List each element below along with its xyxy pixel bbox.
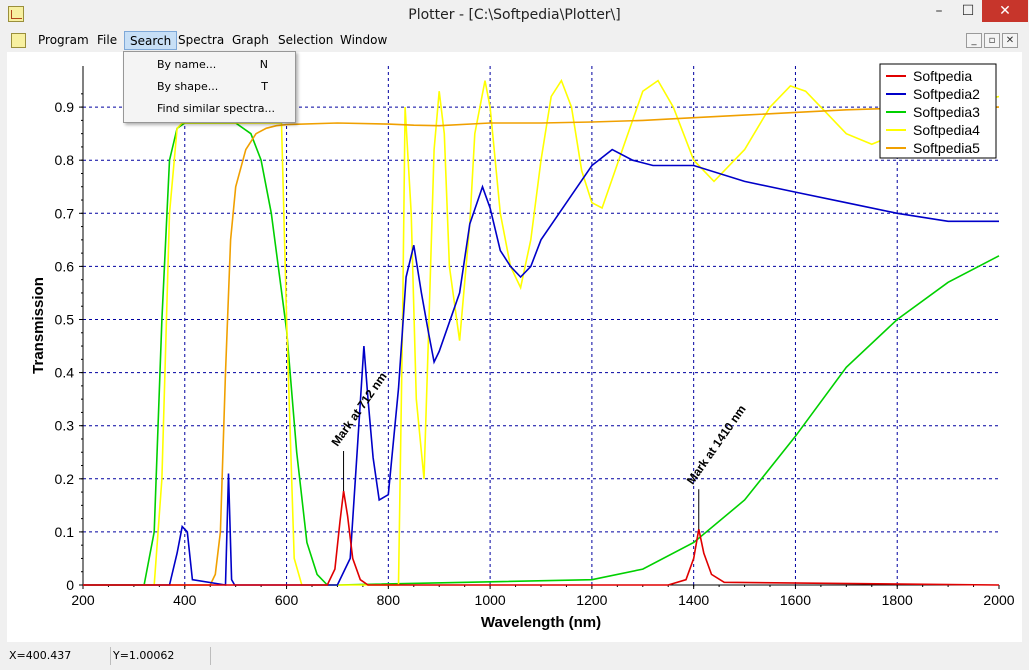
series-line-softpedia2 bbox=[83, 148, 999, 586]
x-axis-label: Wavelength (nm) bbox=[481, 614, 601, 631]
x-tick-label: 1600 bbox=[780, 592, 811, 608]
y-axis-label: Transmission bbox=[30, 277, 47, 374]
y-tick-label: 0.5 bbox=[55, 312, 75, 328]
x-tick-label: 1200 bbox=[576, 592, 607, 608]
legend-entry: Softpedia4 bbox=[913, 122, 980, 138]
menu-selection[interactable]: Selection bbox=[278, 33, 334, 47]
x-tick-label: 200 bbox=[71, 592, 95, 608]
x-tick-label: 600 bbox=[275, 592, 299, 608]
by-shape-label: By shape... bbox=[157, 80, 219, 93]
minimize-button[interactable]: – bbox=[935, 3, 943, 19]
series-line-softpedia4 bbox=[83, 78, 1000, 586]
title-bar: Plotter - [C:\Softpedia\Plotter\] – ☐ ✕ bbox=[0, 0, 1029, 30]
close-button[interactable]: ✕ bbox=[982, 0, 1028, 22]
x-tick-label: 1400 bbox=[678, 592, 709, 608]
status-y: Y=1.00062 bbox=[110, 647, 174, 665]
y-tick-label: 0.6 bbox=[55, 258, 75, 274]
x-tick-label: 2000 bbox=[983, 592, 1014, 608]
window-title: Plotter - [C:\Softpedia\Plotter\] bbox=[408, 7, 621, 23]
plotter-app-icon[interactable] bbox=[8, 6, 24, 22]
document-icon[interactable] bbox=[11, 33, 26, 48]
status-x: X=400.437 bbox=[9, 649, 72, 662]
menu-item-find-similar[interactable]: Find similar spectra... bbox=[157, 99, 292, 119]
menu-search[interactable]: Search bbox=[124, 31, 178, 50]
menu-item-by-name[interactable]: By name... N bbox=[157, 55, 292, 75]
legend-entry: Softpedia5 bbox=[913, 140, 980, 156]
y-tick-label: 0.4 bbox=[55, 365, 75, 381]
y-tick-label: 0.8 bbox=[55, 152, 75, 168]
series-line-softpedia5 bbox=[83, 106, 999, 586]
menu-graph[interactable]: Graph bbox=[232, 33, 269, 47]
x-tick-label: 800 bbox=[377, 592, 401, 608]
mdi-close-button[interactable]: ✕ bbox=[1002, 33, 1018, 48]
menu-program[interactable]: Program bbox=[38, 33, 89, 47]
by-name-label: By name... bbox=[157, 58, 217, 71]
menu-window[interactable]: Window bbox=[340, 33, 388, 47]
menu-item-by-shape[interactable]: By shape... T bbox=[157, 77, 292, 97]
plot-panel[interactable]: 200 400 600 800 1000 1200 1400 1600 1800 2000 0 0.1… bbox=[7, 52, 1022, 642]
legend-entry: Softpedia3 bbox=[913, 104, 980, 120]
status-empty bbox=[210, 647, 1023, 665]
series-line-softpedia bbox=[83, 490, 1000, 586]
mdi-minimize-button[interactable]: _ bbox=[966, 33, 982, 48]
menu-spectra[interactable]: Spectra bbox=[178, 33, 225, 47]
y-tick-label: 0.7 bbox=[55, 205, 75, 221]
y-tick-label: 0.1 bbox=[55, 524, 75, 540]
menu-bar: Program File Search Spectra Graph Select… bbox=[7, 31, 1022, 51]
y-tick-label: 0.9 bbox=[55, 99, 75, 115]
by-name-shortcut: N bbox=[259, 58, 268, 71]
maximize-button[interactable]: ☐ bbox=[961, 3, 975, 19]
by-shape-shortcut: T bbox=[261, 80, 268, 93]
annotation-label: Mark at 712 nm bbox=[329, 370, 390, 449]
menu-file[interactable]: File bbox=[97, 33, 118, 47]
legend-entry: Softpedia bbox=[913, 68, 972, 84]
spectra-chart[interactable]: 200 400 600 800 1000 1200 1400 1600 1800 2000 0 0.1… bbox=[7, 52, 1022, 642]
y-tick-label: 0.2 bbox=[55, 471, 75, 487]
find-similar-label: Find similar spectra... bbox=[157, 102, 276, 115]
y-tick-label: 0.3 bbox=[55, 418, 75, 434]
search-dropdown-menu: By name... N By shape... T Find similar sp… bbox=[123, 51, 296, 123]
y-tick-label: 0 bbox=[66, 577, 74, 593]
x-tick-label: 1000 bbox=[475, 592, 506, 608]
legend-entry: Softpedia2 bbox=[913, 86, 980, 102]
mdi-restore-button[interactable]: ▫ bbox=[984, 33, 1000, 48]
series-line-softpedia3 bbox=[83, 122, 1000, 586]
x-tick-label: 400 bbox=[173, 592, 197, 608]
x-tick-label: 1800 bbox=[882, 592, 913, 608]
status-bar: X=400.437 Y=1.00062 bbox=[0, 645, 1029, 670]
